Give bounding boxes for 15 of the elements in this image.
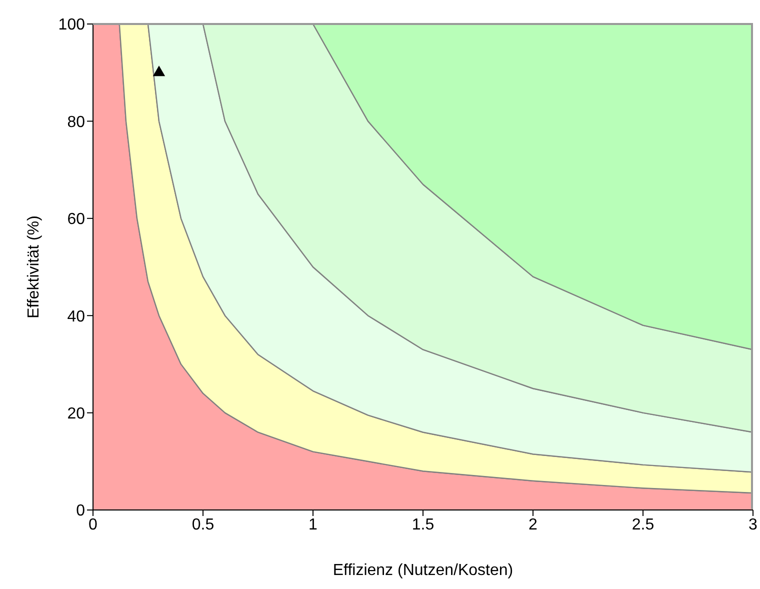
x-tick-label: 1.5 — [412, 516, 434, 534]
y-tick-label: 0 — [76, 502, 86, 520]
x-tick-label: 3 — [748, 516, 758, 534]
y-tick-label: 60 — [67, 211, 86, 228]
y-tick-label: 100 — [58, 16, 86, 34]
x-axis-title: Effizienz (Nutzen/Kosten) — [332, 562, 514, 579]
x-tick-label: 2 — [528, 516, 538, 534]
y-tick-label: 80 — [67, 114, 86, 131]
y-axis-title: Effektivität (%) — [26, 216, 43, 318]
x-tick-label: 0 — [88, 516, 98, 534]
x-tick-label: 1 — [308, 516, 318, 534]
y-tick-label: 40 — [67, 308, 86, 326]
y-tick-label: 20 — [67, 405, 86, 422]
x-tick-label: 0.5 — [192, 516, 214, 534]
x-tick-label: 2.5 — [632, 516, 654, 534]
